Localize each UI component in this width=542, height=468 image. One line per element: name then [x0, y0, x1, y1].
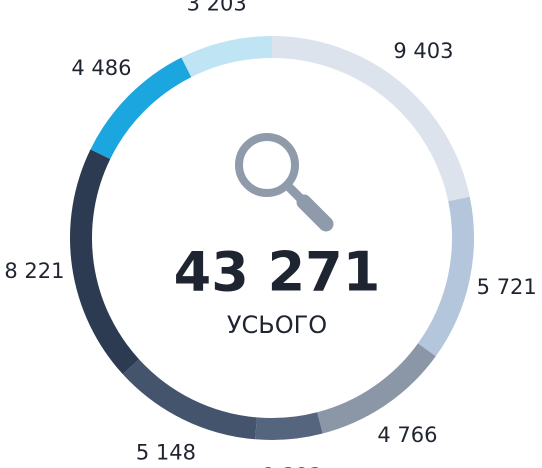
value-label: 8 221: [4, 259, 64, 283]
segment: [271, 36, 470, 202]
segment: [122, 359, 258, 440]
total-value: 43 271: [174, 241, 381, 304]
value-label: 4 766: [377, 423, 437, 447]
value-label: 3 203: [187, 0, 247, 15]
segment: [316, 343, 436, 434]
value-label: 5 721: [477, 275, 537, 299]
search-icon: [235, 133, 334, 232]
total-caption: УСЬОГО: [227, 311, 327, 339]
value-label: 5 148: [136, 440, 196, 464]
segment: [70, 149, 140, 375]
segment: [255, 412, 323, 440]
value-label: 4 486: [71, 56, 131, 80]
segment: [90, 57, 192, 160]
value-label: 2 323: [262, 464, 322, 468]
segment: [417, 196, 474, 357]
value-label: 9 403: [393, 39, 453, 63]
segment: [181, 36, 273, 78]
